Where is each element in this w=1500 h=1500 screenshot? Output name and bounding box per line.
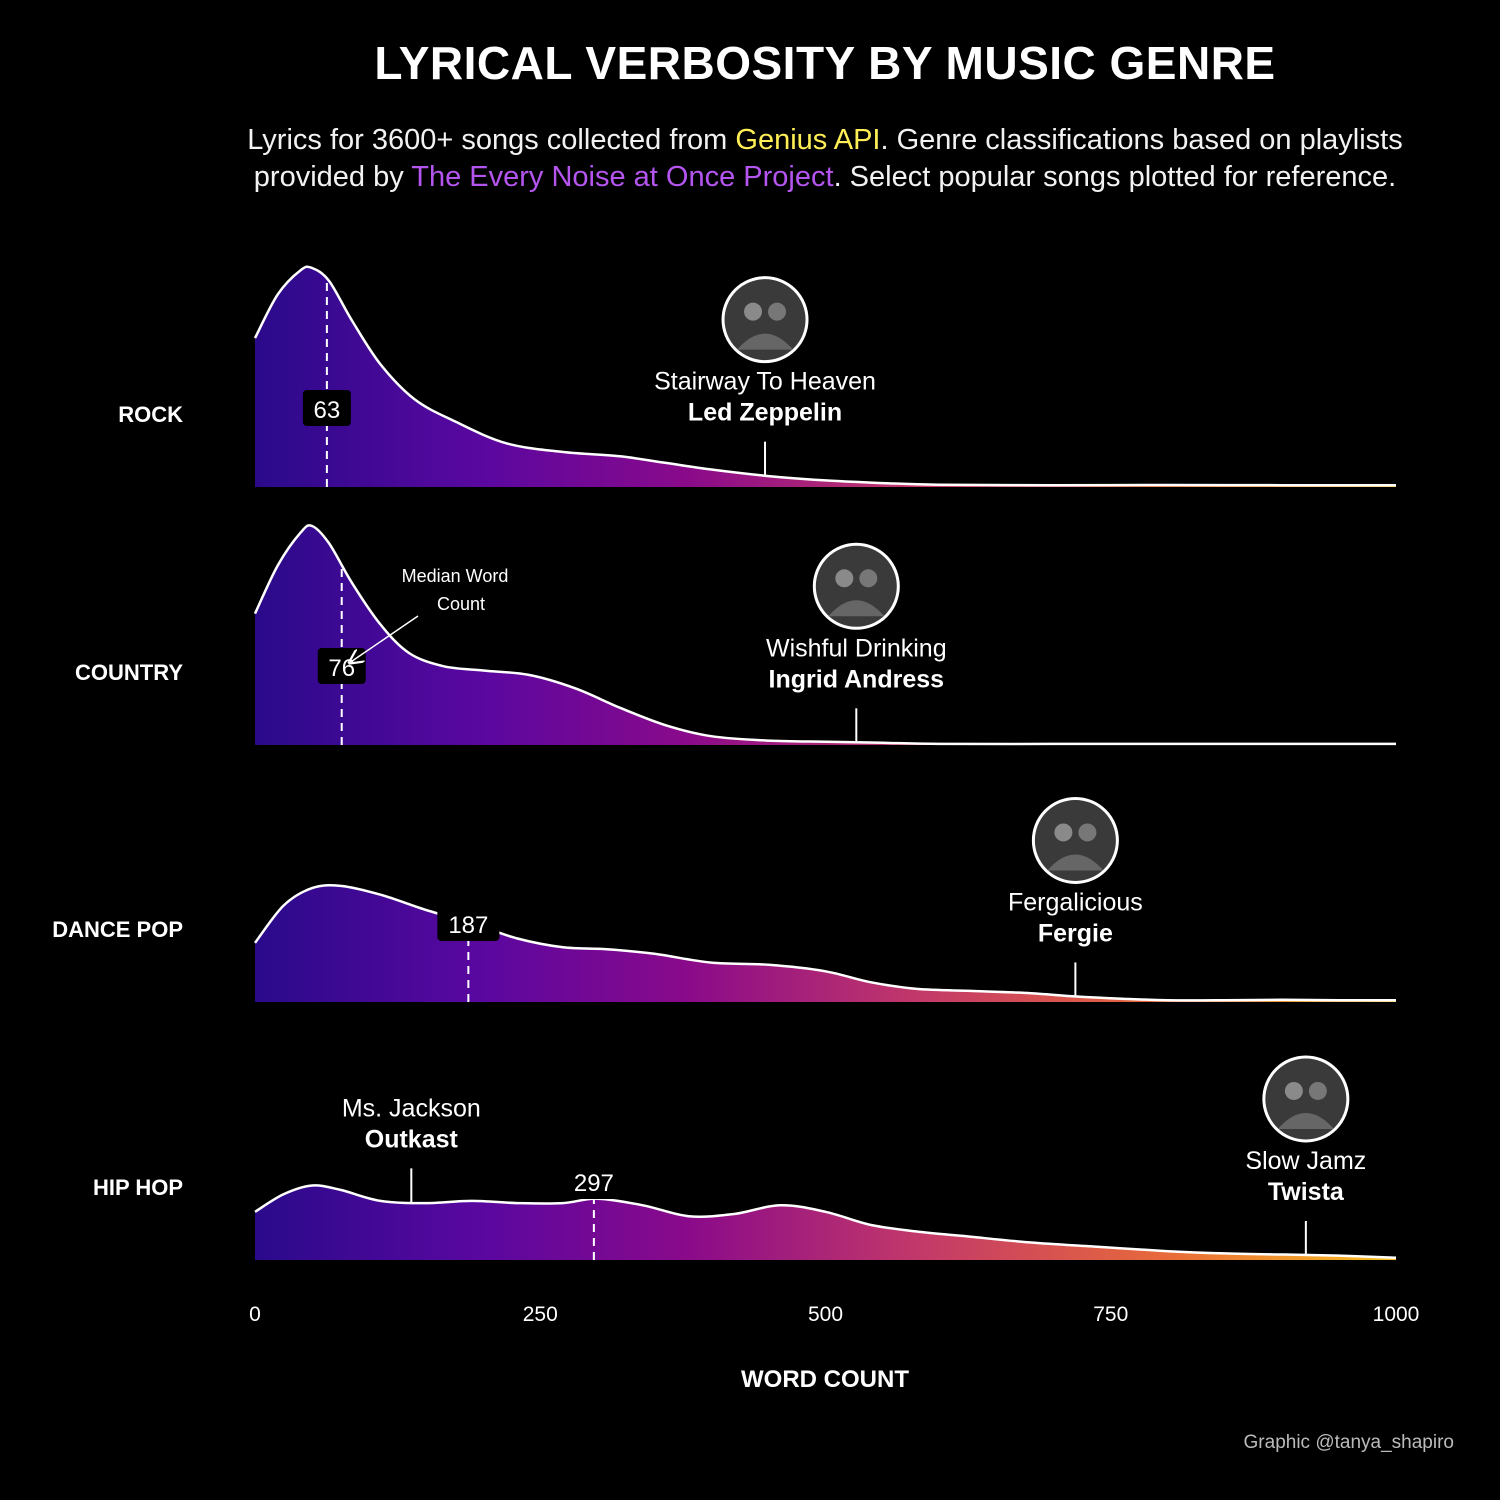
dance-pop-genre-label: DANCE POP xyxy=(52,917,183,942)
x-tick-label: 750 xyxy=(1093,1303,1128,1326)
x-tick-label: 0 xyxy=(249,1303,261,1326)
fergalicious-title: Fergalicious xyxy=(1008,888,1143,916)
fergalicious-photo-frame xyxy=(1031,796,1119,884)
slow-jamz-photo-head-1 xyxy=(1284,1081,1303,1100)
wishful-drinking-photo-head-1 xyxy=(835,569,854,588)
slow-jamz-photo-head-2 xyxy=(1308,1081,1327,1100)
country-genre-label: COUNTRY xyxy=(75,660,183,685)
ms-jackson-title: Ms. Jackson xyxy=(342,1094,481,1122)
subtitle-text-3: . Select popular songs plotted for refer… xyxy=(833,161,1397,193)
hip-hop-median-label: 297 xyxy=(574,1170,614,1197)
hip-hop-density-line xyxy=(254,1184,1397,1260)
fergalicious-photo-body xyxy=(1047,854,1104,871)
rock-median-label-box xyxy=(302,390,351,426)
stairway-to-heaven-photo-frame xyxy=(721,276,809,364)
hip-hop-density-area xyxy=(255,1185,1396,1260)
country-median-label: 76 xyxy=(328,655,355,682)
country-density-line xyxy=(253,524,1396,746)
fergalicious-photo-head-2 xyxy=(1078,823,1097,842)
rock-median-label: 63 xyxy=(314,397,341,424)
genius-api-link: Genius API xyxy=(735,124,881,156)
slow-jamz-photo-icon xyxy=(1262,1055,1350,1143)
x-tick-label: 250 xyxy=(523,1303,558,1326)
chart-subtitle: Lyrics for 3600+ songs collected from Ge… xyxy=(200,122,1450,196)
wishful-drinking-photo-icon xyxy=(812,542,900,630)
fergalicious-photo-icon xyxy=(1031,796,1119,884)
fergalicious-photo-head-1 xyxy=(1054,823,1073,842)
stairway-to-heaven-photo-head-1 xyxy=(744,302,763,321)
ridges-layer: ROCK 63 Led Zeppelin Stairway To Heaven COUN… xyxy=(52,265,1397,1260)
country-density-area xyxy=(255,525,1396,745)
median-note-arrow xyxy=(351,615,419,662)
dance-pop-median-label-box xyxy=(437,905,500,941)
stairway-to-heaven-photo-body xyxy=(737,333,794,350)
hip-hop-median-label-box xyxy=(562,1163,625,1199)
median-note-line-1: Median Word xyxy=(402,566,509,586)
rock-density-area xyxy=(255,266,1396,487)
credit-text: Graphic @tanya_shapiro xyxy=(1243,1432,1454,1453)
stairway-to-heaven-artist: Led Zeppelin xyxy=(688,399,842,427)
subtitle-text-1: Lyrics for 3600+ songs collected from xyxy=(247,124,736,156)
dance-pop-density-area xyxy=(255,885,1396,1002)
x-tick-label: 500 xyxy=(808,1303,843,1326)
stairway-to-heaven-photo-icon xyxy=(721,276,809,364)
wishful-drinking-photo-frame xyxy=(812,542,900,630)
stairway-to-heaven-photo-head-2 xyxy=(768,302,787,321)
x-axis: WORD COUNT 0 250 500 750 1000 xyxy=(249,1303,1419,1393)
wishful-drinking-artist: Ingrid Andress xyxy=(769,665,945,693)
slow-jamz-artist: Twista xyxy=(1268,1178,1345,1206)
slow-jamz-photo-body xyxy=(1277,1112,1334,1129)
x-axis-title: WORD COUNT xyxy=(741,1366,909,1393)
rock-density-line xyxy=(253,265,1397,487)
ms-jackson-artist: Outkast xyxy=(365,1125,459,1153)
rock-genre-label: ROCK xyxy=(118,402,183,427)
subtitle-text-2: . Genre classifications based on playlis… xyxy=(253,124,1403,193)
wishful-drinking-photo-head-2 xyxy=(859,569,878,588)
median-note-line-2: Count xyxy=(437,594,485,614)
slow-jamz-title: Slow Jamz xyxy=(1245,1147,1366,1175)
hip-hop-genre-label: HIP HOP xyxy=(93,1175,183,1200)
dance-pop-median-label: 187 xyxy=(448,912,488,939)
chart-title: LYRICAL VERBOSITY BY MUSIC GENRE xyxy=(374,37,1276,89)
every-noise-link: The Every Noise at Once Project xyxy=(411,161,834,193)
dance-pop-density-line xyxy=(254,883,1397,1002)
stairway-to-heaven-title: Stairway To Heaven xyxy=(654,368,876,396)
wishful-drinking-photo-body xyxy=(828,600,885,617)
x-tick-label: 1000 xyxy=(1373,1303,1420,1326)
wishful-drinking-title: Wishful Drinking xyxy=(766,634,947,662)
slow-jamz-photo-frame xyxy=(1262,1055,1350,1143)
fergalicious-artist: Fergie xyxy=(1038,919,1113,947)
